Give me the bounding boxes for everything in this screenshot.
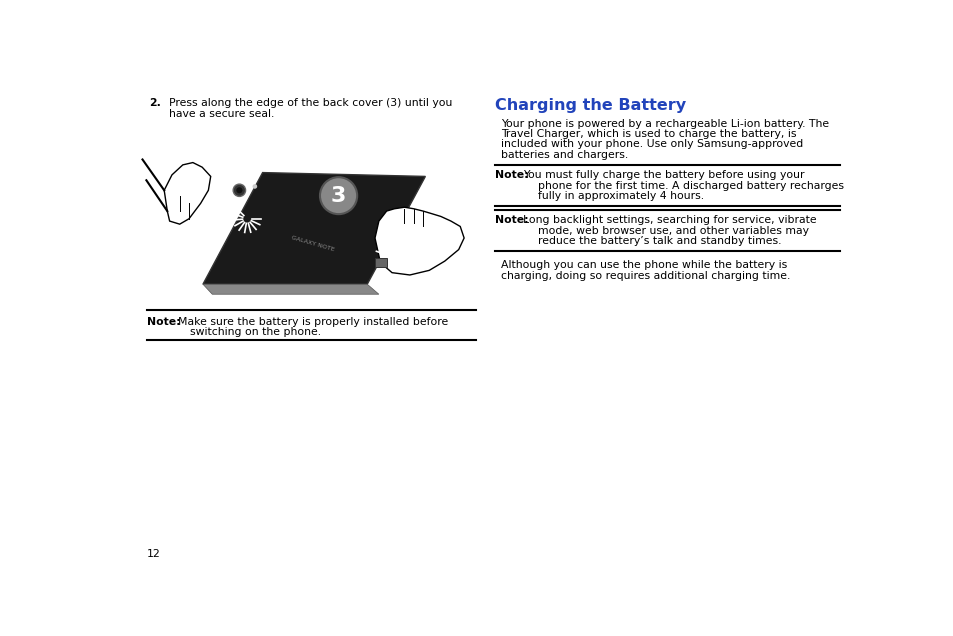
Text: have a secure seal.: have a secure seal. [169,109,274,119]
Circle shape [319,177,356,214]
Circle shape [233,184,245,197]
Text: Make sure the battery is properly installed before: Make sure the battery is properly instal… [178,317,448,326]
Text: Although you can use the phone while the battery is: Although you can use the phone while the… [500,260,787,270]
Text: included with your phone. Use only Samsung-approved: included with your phone. Use only Samsu… [500,139,802,149]
Text: Note:: Note: [495,170,528,180]
Text: fully in approximately 4 hours.: fully in approximately 4 hours. [537,191,703,201]
Text: 3: 3 [331,186,346,205]
Text: Long backlight settings, searching for service, vibrate: Long backlight settings, searching for s… [522,216,816,225]
Text: phone for the first time. A discharged battery recharges: phone for the first time. A discharged b… [537,181,842,191]
Text: charging, doing so requires additional charging time.: charging, doing so requires additional c… [500,271,790,280]
Text: You must fully charge the battery before using your: You must fully charge the battery before… [522,170,803,180]
Text: GALAXY NOTE: GALAXY NOTE [291,235,335,252]
Bar [375,258,386,267]
Text: Note:: Note: [147,317,180,326]
Text: reduce the battery’s talk and standby times.: reduce the battery’s talk and standby ti… [537,236,781,246]
Text: batteries and chargers.: batteries and chargers. [500,150,628,160]
Text: switching on the phone.: switching on the phone. [190,328,320,337]
Text: mode, web browser use, and other variables may: mode, web browser use, and other variabl… [537,226,808,236]
Polygon shape [375,207,464,275]
Circle shape [236,187,242,193]
Polygon shape [203,284,378,294]
Polygon shape [203,172,425,284]
Text: Note:: Note: [495,216,528,225]
Text: Press along the edge of the back cover (3) until you: Press along the edge of the back cover (… [169,98,452,108]
Text: 2.: 2. [149,98,160,108]
Text: 12: 12 [147,549,161,559]
Text: Your phone is powered by a rechargeable Li-ion battery. The: Your phone is powered by a rechargeable … [500,119,828,128]
Text: Travel Charger, which is used to charge the battery, is: Travel Charger, which is used to charge … [500,129,796,139]
Circle shape [253,184,257,189]
Polygon shape [164,163,211,224]
Text: Charging the Battery: Charging the Battery [495,98,685,113]
